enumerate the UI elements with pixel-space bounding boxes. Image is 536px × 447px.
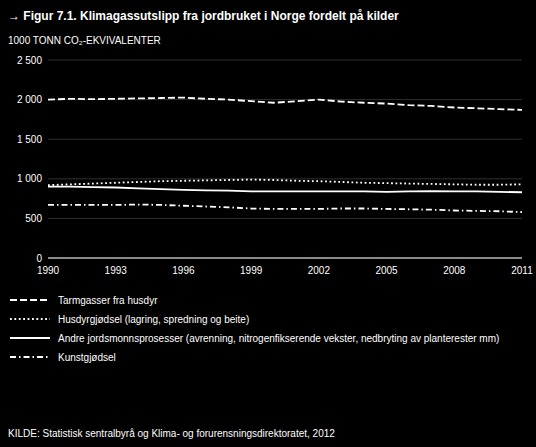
x-tick-label: 1990 — [37, 265, 60, 276]
legend-label: Kunstgjødsel — [58, 352, 116, 363]
x-tick-label: 2011 — [511, 265, 533, 276]
series-line — [48, 205, 522, 213]
y-axis-label: 1000 TONN CO₂-EKVIVALENTER — [8, 35, 161, 46]
legend-label: Husdyrgjødsel (lagring, spredning og bei… — [58, 314, 249, 325]
x-tick-label: 2005 — [375, 265, 398, 276]
series-line — [48, 180, 522, 186]
legend-swatch — [10, 318, 50, 320]
y-tick-label: 2 000 — [17, 94, 42, 105]
y-tick-label: 500 — [25, 213, 42, 224]
grid-line — [48, 178, 522, 179]
x-tick-label: 2002 — [308, 265, 331, 276]
y-axis: 0 500 1 000 1 500 2 000 2 500 — [17, 55, 522, 264]
legend-swatch — [10, 299, 50, 301]
x-axis: 1990 1993 1996 1999 2002 2005 2008 2011 — [37, 258, 533, 276]
y-tick-label: 0 — [36, 253, 42, 264]
legend: Tarmgasser fra husdyr Husdyrgjødsel (lagr… — [10, 295, 499, 363]
grid-line — [48, 139, 522, 140]
legend-swatch — [10, 337, 50, 339]
x-tick-label: 1999 — [240, 265, 263, 276]
series-line — [48, 98, 522, 110]
y-tick-label: 2 500 — [17, 55, 42, 66]
grid-line — [48, 258, 522, 259]
plot-area — [48, 98, 522, 212]
legend-swatch — [10, 356, 50, 358]
title: → Figur 7.1. Klimagassutslipp fra jordbr… — [8, 9, 399, 23]
y-tick-label: 1 500 — [17, 134, 42, 145]
x-tick-label: 2008 — [443, 265, 466, 276]
y-tick-label: 1 000 — [17, 173, 42, 184]
grid-line — [48, 218, 522, 219]
source-note: KILDE: Statistisk sentralbyrå og Klima- … — [8, 428, 335, 439]
chart: → Figur 7.1. Klimagassutslipp fra jordbr… — [0, 0, 536, 447]
grid-line — [48, 60, 522, 61]
x-axis-line — [48, 258, 522, 259]
x-tick-label: 1996 — [172, 265, 195, 276]
series-line — [48, 187, 522, 193]
background — [0, 0, 536, 447]
legend-label: Tarmgasser fra husdyr — [58, 295, 158, 306]
x-tick-label: 1993 — [105, 265, 128, 276]
legend-label: Andre jordsmonnsprosesser (avrenning, ni… — [58, 333, 499, 344]
